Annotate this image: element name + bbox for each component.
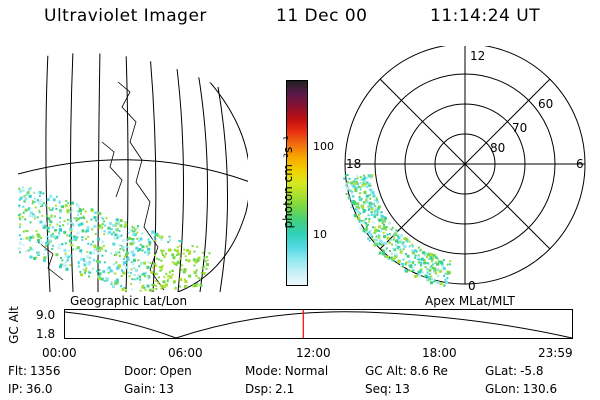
timeline-ytick-top: 9.0 — [36, 308, 56, 322]
mlt-label-6: 6 — [576, 157, 584, 171]
door-field: Door: Open — [124, 364, 192, 378]
timeline-xtick-1200: 12:00 — [296, 346, 331, 360]
glon-field: GLon: 130.6 — [485, 382, 558, 396]
timeline-xtick-2359: 23:59 — [538, 346, 573, 360]
mlat-label-80: 80 — [490, 141, 505, 155]
mlat-label-60: 60 — [538, 97, 553, 111]
gc-alt-field: GC Alt: 8.6 Re — [365, 364, 448, 378]
seq-field: Seq: 13 — [365, 382, 410, 396]
geographic-label: Geographic Lat/Lon — [70, 294, 188, 308]
polar-plot: 12 18 6 0 60 70 80 — [343, 46, 586, 293]
ip-field: IP: 36.0 — [8, 382, 53, 396]
timeline-xtick-0600: 06:00 — [168, 346, 203, 360]
title: Ultraviolet Imager — [44, 6, 207, 26]
time-label: 11:14:24 UT — [430, 6, 541, 26]
timeline-ytick-bottom: 1.8 — [36, 327, 56, 341]
mlt-label-0: 0 — [468, 279, 476, 293]
mode-field: Mode: Normal — [245, 364, 329, 378]
mlat-label-70: 70 — [512, 121, 527, 135]
colorbar-label: photon cm⁻²s⁻¹ — [281, 135, 295, 229]
flt-field: Flt: 1356 — [8, 364, 61, 378]
magnetic-label: Apex MLat/MLT — [425, 294, 515, 308]
gain-field: Gain: 13 — [124, 382, 174, 396]
geographic-map — [18, 53, 248, 292]
aurora-emissions-geographic — [18, 186, 211, 292]
colorbar-tick-10: 10 — [313, 228, 327, 241]
dsp-field: Dsp: 2.1 — [245, 382, 295, 396]
colorbar — [286, 80, 308, 286]
timeline-xtick-1800: 18:00 — [422, 346, 457, 360]
mlt-label-12: 12 — [470, 49, 485, 63]
coastline — [117, 81, 165, 291]
date-label: 11 Dec 00 — [276, 6, 368, 26]
glat-field: GLat: -5.8 — [485, 364, 544, 378]
globe-limb — [167, 53, 248, 292]
mlt-label-18: 18 — [346, 157, 361, 171]
altitude-curve — [64, 311, 573, 339]
timeline-chart — [64, 309, 573, 339]
colorbar-tick-100: 100 — [313, 140, 334, 153]
timeline-ylabel: GC Alt — [7, 306, 21, 344]
timeline-xtick-0000: 00:00 — [42, 346, 77, 360]
aurora-emissions-magnetic — [343, 174, 452, 287]
